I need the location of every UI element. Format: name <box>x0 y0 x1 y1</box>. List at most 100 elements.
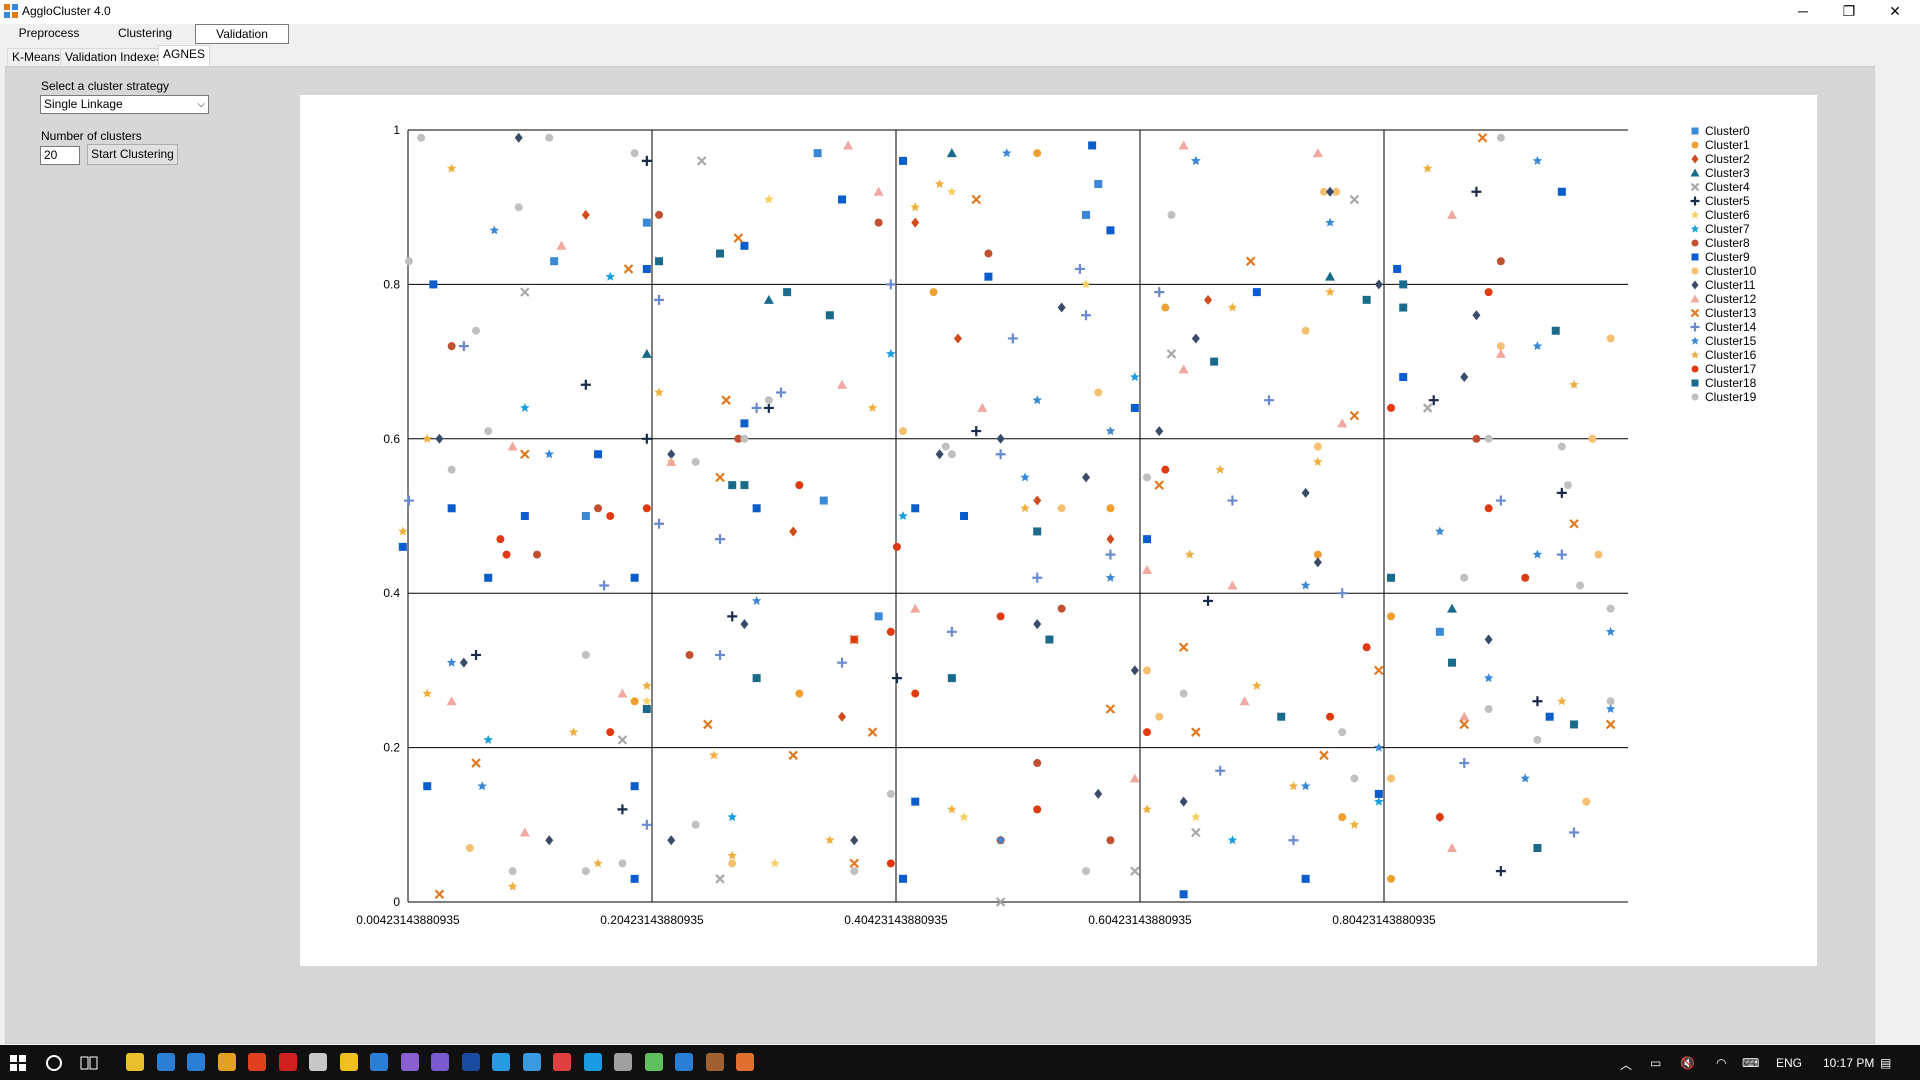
restore-button[interactable]: ❐ <box>1842 3 1856 19</box>
data-point-cluster9 <box>642 264 651 273</box>
clusters-input[interactable]: 20 <box>40 146 80 165</box>
tab-kmeans[interactable]: K-Means <box>7 48 66 67</box>
data-point-cluster10 <box>1143 666 1152 675</box>
taskbar-app-icon[interactable] <box>400 1053 419 1071</box>
tab-agnes[interactable]: AGNES <box>158 45 211 66</box>
data-point-cluster14 <box>1081 310 1092 321</box>
data-point-cluster18 <box>1033 527 1042 536</box>
data-point-cluster19 <box>764 396 773 405</box>
legend-entry-cluster3: Cluster3 <box>1705 166 1750 180</box>
tab-validation-indexes[interactable]: Validation Indexes <box>60 48 168 67</box>
tray-chevron-up-icon[interactable]: ︿ <box>1620 1058 1633 1072</box>
data-point-cluster13 <box>1154 480 1165 490</box>
app-icon <box>4 4 18 18</box>
legend-entry-cluster12: Cluster12 <box>1705 292 1757 306</box>
data-point-cluster8 <box>1472 434 1481 443</box>
data-point-cluster11 <box>667 835 676 846</box>
data-point-cluster8 <box>1496 257 1505 266</box>
data-point-cluster4 <box>1422 403 1433 413</box>
data-point-cluster16 <box>947 804 957 814</box>
task-view-icon[interactable] <box>80 1054 98 1072</box>
data-point-cluster16 <box>398 526 408 536</box>
taskbar-app-icon[interactable] <box>309 1053 327 1071</box>
data-point-cluster11 <box>1179 796 1188 807</box>
taskbar-app-icon[interactable] <box>431 1053 449 1071</box>
data-point-cluster17 <box>886 627 895 636</box>
taskbar-app-icon[interactable] <box>614 1053 632 1071</box>
data-point-cluster4 <box>995 897 1006 907</box>
taskbar-app-icon[interactable] <box>248 1053 266 1071</box>
volume-mute-icon[interactable]: 🔇 <box>1680 1056 1695 1070</box>
keyboard-icon[interactable]: ⌨ <box>1742 1056 1760 1070</box>
data-point-cluster11 <box>1082 472 1091 483</box>
data-point-cluster13 <box>1569 518 1579 529</box>
taskbar-app-icon[interactable] <box>187 1053 205 1071</box>
data-point-cluster9 <box>1301 874 1310 883</box>
search-icon[interactable] <box>45 1054 63 1072</box>
data-point-cluster9 <box>447 504 456 513</box>
taskbar-app-icon[interactable] <box>492 1053 510 1071</box>
data-point-cluster7 <box>898 511 908 521</box>
strategy-select[interactable]: Single Linkage ⌵ <box>40 95 209 114</box>
taskbar-app-icon[interactable] <box>675 1053 693 1071</box>
wifi-icon[interactable]: ◠ <box>1716 1056 1727 1070</box>
close-button[interactable]: ✕ <box>1889 3 1901 19</box>
start-clustering-button[interactable]: Start Clustering <box>87 144 178 165</box>
taskbar-app-icon[interactable] <box>156 1053 175 1071</box>
taskbar-app-icon[interactable] <box>705 1053 724 1071</box>
data-point-cluster5 <box>1532 696 1543 707</box>
sub-tab-strip: K-Means Validation Indexes AGNES <box>0 45 1920 67</box>
data-point-cluster10 <box>1301 326 1310 335</box>
windows-start-icon[interactable] <box>10 1055 26 1071</box>
main-tab-strip: Preprocess Clustering Validation <box>0 24 1920 44</box>
data-point-cluster9 <box>1088 141 1097 150</box>
clock[interactable]: 10:17 PM <box>1823 1056 1875 1070</box>
data-point-cluster9 <box>752 504 761 513</box>
data-point-cluster9 <box>630 874 639 883</box>
data-point-cluster14 <box>946 626 957 637</box>
taskbar-app-icon[interactable] <box>736 1053 754 1071</box>
data-point-cluster0 <box>1094 180 1103 189</box>
data-point-cluster0 <box>581 512 590 520</box>
data-point-cluster19 <box>404 257 413 266</box>
battery-icon[interactable]: ▭ <box>1650 1056 1662 1070</box>
tab-validation[interactable]: Validation <box>195 24 289 44</box>
taskbar-app-icon[interactable] <box>339 1053 358 1071</box>
data-point-cluster19 <box>484 427 493 436</box>
taskbar-app-icon[interactable] <box>217 1053 236 1071</box>
data-point-cluster8 <box>447 342 456 351</box>
data-point-cluster7 <box>483 734 493 744</box>
data-point-cluster12 <box>556 240 567 250</box>
taskbar-app-icon[interactable] <box>461 1053 480 1071</box>
taskbar-app-icon[interactable] <box>522 1053 541 1071</box>
data-point-cluster15 <box>1532 549 1543 559</box>
minimize-button[interactable]: ─ <box>1798 3 1808 19</box>
data-point-cluster13 <box>1459 719 1470 730</box>
x-tick-label: 0.40423143880935 <box>844 913 948 927</box>
taskbar-app-icon[interactable] <box>553 1053 571 1071</box>
language-indicator[interactable]: ENG <box>1776 1056 1803 1070</box>
taskbar-app-icon[interactable] <box>126 1053 144 1071</box>
data-point-cluster17 <box>850 635 859 644</box>
data-point-cluster4 <box>1166 349 1177 359</box>
data-point-cluster17 <box>606 512 615 520</box>
taskbar-app-icon[interactable] <box>644 1053 663 1071</box>
data-point-cluster12 <box>1178 140 1189 150</box>
legend-marker-cluster9 <box>1691 253 1699 261</box>
tab-preprocess[interactable]: Preprocess <box>18 26 80 40</box>
data-point-cluster10 <box>1319 187 1328 196</box>
data-point-cluster10 <box>465 843 474 852</box>
data-point-cluster9 <box>1393 264 1402 273</box>
taskbar-app-icon[interactable] <box>583 1053 602 1071</box>
taskbar-app-icon[interactable] <box>278 1053 297 1071</box>
data-point-cluster9 <box>423 782 432 791</box>
taskbar-app-icon[interactable] <box>370 1053 388 1071</box>
data-point-cluster6 <box>770 858 780 868</box>
data-point-cluster19 <box>508 867 517 876</box>
notifications-icon[interactable]: ▤ <box>1880 1056 1892 1070</box>
data-point-cluster14 <box>1105 549 1116 560</box>
data-point-cluster7 <box>727 812 737 822</box>
tab-clustering[interactable]: Clustering <box>117 26 173 40</box>
data-point-cluster0 <box>813 149 822 158</box>
data-point-cluster3 <box>1447 603 1458 613</box>
